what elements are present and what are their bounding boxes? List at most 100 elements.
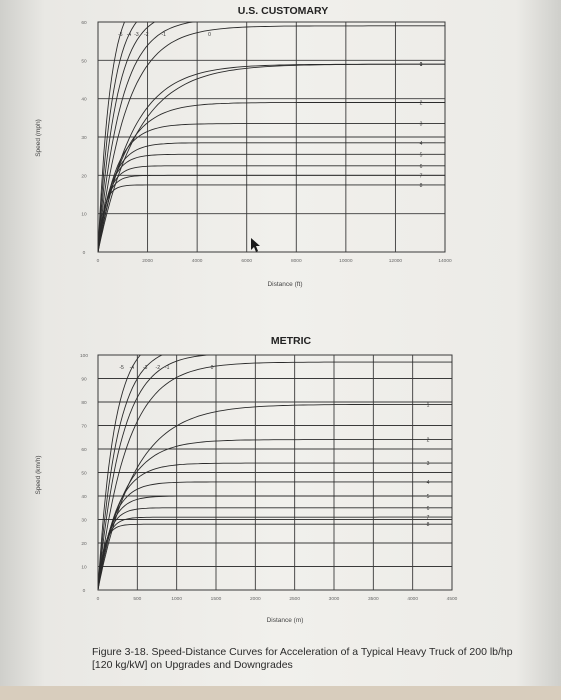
y-tick-label: 0 — [83, 588, 86, 594]
grade-curve — [98, 153, 445, 252]
grade-label-top: -2 — [144, 32, 149, 38]
grade-curve — [98, 507, 452, 590]
chart-title-us-customary: U.S. CUSTOMARY — [238, 5, 328, 17]
grade-label-top: -3 — [134, 32, 139, 38]
grade-curve — [98, 495, 452, 590]
y-tick-label: 50 — [81, 58, 87, 64]
x-tick-label: 500 — [133, 596, 141, 602]
grade-curve — [98, 22, 196, 252]
grade-curve — [98, 174, 445, 252]
metric-chart: 0 500 1000 1500 2000 2500 3000 3500 4000 45000102… — [80, 353, 458, 602]
grade-curve-label: 7 — [427, 515, 430, 521]
y-tick-label: 50 — [81, 471, 87, 477]
grade-curve-label: 4 — [427, 480, 430, 486]
grade-curve — [98, 403, 452, 590]
grade-label-top: -3 — [143, 365, 148, 371]
grade-curve-label: 4 — [420, 141, 423, 147]
y-axis-label-metric: Speed (km/h) — [35, 455, 42, 494]
grade-curve-label: 2 — [427, 438, 430, 444]
y-tick-label: 0 — [83, 250, 86, 256]
x-tick-label: 1000 — [171, 596, 182, 602]
x-tick-label: 4000 — [192, 258, 203, 264]
grade-curve — [98, 462, 452, 590]
y-tick-label: 40 — [81, 494, 87, 500]
x-tick-label: 14000 — [438, 258, 452, 264]
grade-curve — [98, 523, 452, 590]
x-tick-label: 0 — [97, 596, 100, 602]
y-tick-label: 100 — [80, 353, 88, 359]
y-tick-label: 30 — [81, 518, 87, 524]
grade-curve — [98, 516, 452, 590]
grade-label-top: -2 — [156, 365, 161, 371]
grade-curve — [98, 102, 445, 252]
chart-title-metric: METRIC — [271, 335, 312, 347]
x-tick-label: 1500 — [211, 596, 222, 602]
y-tick-label: 60 — [81, 447, 87, 453]
us-customary-chart: 0 2000 4000 6000 8000 10000 12000 1400001020304… — [81, 20, 452, 264]
x-tick-label: 3500 — [368, 596, 379, 602]
x-tick-label: 2000 — [142, 258, 153, 264]
y-tick-label: 70 — [81, 424, 87, 430]
grade-curve-label: 8 — [427, 522, 430, 528]
grade-curve — [98, 355, 163, 590]
grade-curve — [98, 22, 138, 252]
y-tick-label: 40 — [81, 97, 87, 103]
y-tick-label: 80 — [81, 400, 87, 406]
grade-label-top: -1 — [165, 365, 170, 371]
x-tick-label: 8000 — [291, 258, 302, 264]
grade-label-top: -1 — [161, 32, 166, 38]
y-tick-label: 30 — [81, 135, 87, 141]
grade-curve-label: 7 — [420, 173, 423, 179]
grade-label-top: -4 — [130, 365, 135, 371]
x-axis-label-us: Distance (ft) — [267, 281, 302, 288]
x-tick-label: 6000 — [241, 258, 252, 264]
y-tick-label: 60 — [81, 20, 87, 26]
grade-curve — [98, 184, 445, 252]
grade-curve — [98, 481, 452, 590]
grade-curve — [98, 165, 445, 252]
x-tick-label: 12000 — [389, 258, 403, 264]
grade-curve-label: 8 — [420, 183, 423, 189]
x-tick-label: 4000 — [407, 596, 418, 602]
x-tick-label: 0 — [97, 258, 100, 264]
grade-curve — [98, 25, 445, 252]
grade-curve-label: 3 — [427, 461, 430, 467]
grade-curve — [98, 439, 452, 590]
grade-label-top: 0 — [211, 365, 214, 371]
grade-curve-label: 1 — [420, 62, 423, 68]
y-axis-label-us: Speed (mph) — [35, 119, 42, 157]
grade-curve — [98, 22, 156, 252]
grade-label-top: -5 — [118, 32, 123, 38]
grade-curve — [98, 22, 125, 252]
y-tick-label: 20 — [81, 173, 87, 179]
y-tick-label: 20 — [81, 541, 87, 547]
grade-curve-label: 5 — [420, 152, 423, 158]
y-tick-label: 90 — [81, 377, 87, 383]
y-tick-label: 10 — [81, 565, 87, 571]
x-tick-label: 10000 — [339, 258, 353, 264]
grade-curve-label: 6 — [420, 164, 423, 170]
grade-curve — [98, 355, 212, 590]
grade-curve-label: 2 — [420, 101, 423, 107]
grade-label-top: -4 — [127, 32, 132, 38]
grade-curve — [98, 63, 445, 252]
x-tick-label: 3000 — [329, 596, 340, 602]
grade-curve-label: 3 — [420, 122, 423, 128]
x-tick-label: 2500 — [289, 596, 300, 602]
mouse-cursor-icon — [251, 238, 260, 252]
grade-curve-label: 6 — [427, 506, 430, 512]
grade-curve-label: 1 — [427, 402, 430, 408]
grade-curve-label: 5 — [427, 494, 430, 500]
figure-caption: Figure 3-18. Speed-Distance Curves for A… — [92, 646, 513, 671]
grade-label-top: 0 — [208, 32, 211, 38]
grade-curve — [98, 355, 141, 589]
grade-curve-label: 0 — [420, 62, 423, 68]
x-tick-label: 2000 — [250, 596, 261, 602]
x-tick-label: 4500 — [447, 596, 458, 602]
grade-curve — [98, 361, 452, 590]
grade-curve — [98, 63, 445, 252]
grade-curve — [98, 123, 445, 252]
